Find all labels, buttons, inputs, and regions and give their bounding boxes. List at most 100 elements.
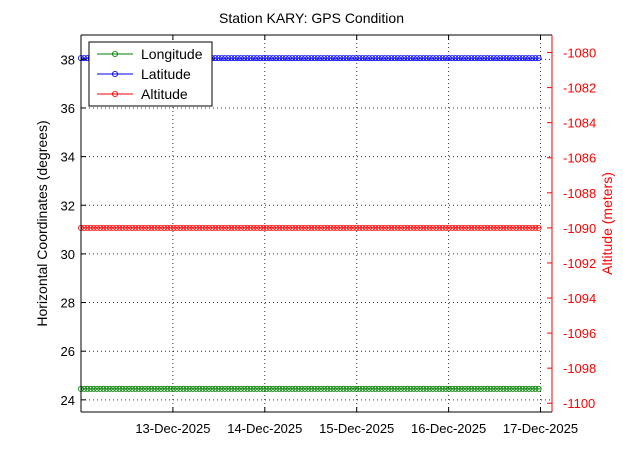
- y-tick-label-right: -1098: [563, 361, 596, 376]
- data-point: [199, 385, 206, 392]
- data-point: [129, 224, 136, 231]
- x-tick-label: 15-Dec-2025: [319, 421, 394, 436]
- data-point: [509, 224, 516, 231]
- data-point: [218, 385, 225, 392]
- data-point: [519, 224, 526, 231]
- data-point: [167, 385, 174, 392]
- data-point: [474, 55, 481, 62]
- data-point: [244, 55, 251, 62]
- y-tick-label-right: -1080: [563, 46, 596, 61]
- data-point: [103, 385, 110, 392]
- data-point: [490, 224, 497, 231]
- data-point: [110, 385, 117, 392]
- data-point: [487, 55, 494, 62]
- data-point: [327, 385, 334, 392]
- data-point: [372, 55, 379, 62]
- data-point: [532, 55, 539, 62]
- data-point: [500, 385, 507, 392]
- data-point: [215, 224, 222, 231]
- data-point: [452, 224, 459, 231]
- data-point: [295, 224, 302, 231]
- data-point: [237, 55, 244, 62]
- data-point: [468, 385, 475, 392]
- data-point: [189, 385, 196, 392]
- data-point: [285, 224, 292, 231]
- data-point: [122, 224, 129, 231]
- data-point: [481, 55, 488, 62]
- data-point: [369, 55, 376, 62]
- data-point: [228, 385, 235, 392]
- data-point: [266, 224, 273, 231]
- data-point: [292, 55, 299, 62]
- data-point: [263, 55, 270, 62]
- data-point: [349, 55, 356, 62]
- data-point: [439, 55, 446, 62]
- data-point: [381, 224, 388, 231]
- data-point: [465, 385, 472, 392]
- data-point: [423, 385, 430, 392]
- data-point: [119, 224, 126, 231]
- data-point: [145, 224, 152, 231]
- data-point: [247, 385, 254, 392]
- data-point: [535, 224, 542, 231]
- data-point: [401, 224, 408, 231]
- y-tick-label-right: -1096: [563, 326, 596, 341]
- data-point: [151, 385, 158, 392]
- data-point: [465, 55, 472, 62]
- data-point: [394, 385, 401, 392]
- data-point: [193, 385, 200, 392]
- data-point: [177, 224, 184, 231]
- data-point: [458, 224, 465, 231]
- data-point: [423, 55, 430, 62]
- data-point: [100, 385, 107, 392]
- data-point: [372, 224, 379, 231]
- data-point: [314, 224, 321, 231]
- data-point: [305, 55, 312, 62]
- data-point: [170, 385, 177, 392]
- data-point: [449, 224, 456, 231]
- data-point: [333, 224, 340, 231]
- data-point: [413, 385, 420, 392]
- data-point: [221, 224, 228, 231]
- data-point: [493, 224, 500, 231]
- y-tick-label-right: -1082: [563, 81, 596, 96]
- data-point: [106, 224, 113, 231]
- data-point: [122, 385, 129, 392]
- data-point: [324, 224, 331, 231]
- data-point: [535, 55, 542, 62]
- data-point: [423, 224, 430, 231]
- data-point: [391, 55, 398, 62]
- data-point: [164, 224, 171, 231]
- data-point: [477, 224, 484, 231]
- data-point: [241, 55, 248, 62]
- data-point: [410, 385, 417, 392]
- data-point: [433, 224, 440, 231]
- data-point: [212, 385, 219, 392]
- data-point: [247, 55, 254, 62]
- data-point: [452, 55, 459, 62]
- data-point: [481, 224, 488, 231]
- data-point: [250, 55, 257, 62]
- data-point: [135, 385, 142, 392]
- data-point: [148, 224, 155, 231]
- data-point: [157, 385, 164, 392]
- data-point: [145, 385, 152, 392]
- data-point: [237, 224, 244, 231]
- data-point: [327, 224, 334, 231]
- series-altitude: [78, 224, 542, 231]
- data-point: [209, 385, 216, 392]
- data-point: [522, 224, 529, 231]
- y-tick-label-left: 30: [61, 247, 75, 262]
- data-point: [340, 224, 347, 231]
- data-point: [487, 385, 494, 392]
- data-point: [433, 55, 440, 62]
- data-point: [276, 224, 283, 231]
- y-tick-label-right: -1086: [563, 151, 596, 166]
- data-point: [253, 55, 260, 62]
- data-point: [87, 385, 94, 392]
- data-point: [378, 385, 385, 392]
- y-tick-label-left: 26: [61, 344, 75, 359]
- data-point: [385, 224, 392, 231]
- data-point: [500, 55, 507, 62]
- data-point: [94, 385, 101, 392]
